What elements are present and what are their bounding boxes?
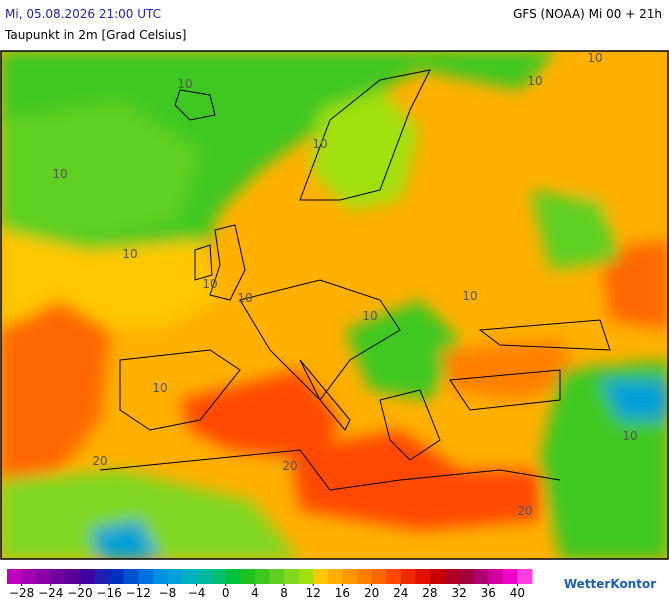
color-swatch [167,569,183,584]
tick-label: 20 [364,586,379,600]
contour-label: 10 [462,289,477,303]
contour-label: 10 [312,137,327,151]
contour-label: 10 [527,74,542,88]
model-run: GFS (NOAA) Mi 00 + 21h [513,7,662,21]
color-swatch [488,569,504,584]
contour-label: 10 [202,277,217,291]
color-swatch [123,569,139,584]
color-swatch [240,569,256,584]
color-swatch [386,569,402,584]
contour-label: 20 [517,504,532,518]
color-swatch [473,569,489,584]
contour-label: 10 [622,429,637,443]
logo: WetterKontor [564,577,656,591]
contour-label: 10 [587,51,602,65]
color-scale: −28 −24 −20 −16 −12 −8 −4 0 4 8 12 16 20 24 28 32 36 40 [7,569,533,600]
color-swatch [36,569,52,584]
color-swatch [313,569,329,584]
tick-label: −28 [9,586,34,600]
tick-label: −4 [188,586,206,600]
tick-label: 36 [481,586,496,600]
tick-label: 28 [422,586,437,600]
contour-label: 10 [122,247,137,261]
tick-label: −20 [67,586,92,600]
color-swatch [371,569,387,584]
color-swatch [109,569,125,584]
color-swatch [152,569,168,584]
tick-label: 16 [335,586,350,600]
tick-label: 12 [306,586,321,600]
tick-label: 8 [280,586,288,600]
contour-labels: 10 10 10 10 10 10 10 10 10 10 20 20 20 10 10 [52,51,637,518]
tick-label: −8 [159,586,177,600]
tick-label: 0 [222,586,230,600]
color-swatch [211,569,227,584]
color-swatch [269,569,285,584]
tick-label: −24 [38,586,63,600]
color-swatch [94,569,110,584]
parameter: Taupunkt in 2m [Grad Celsius] [4,28,186,42]
map-frame [0,50,669,560]
contour-label: 10 [52,167,67,181]
color-swatch [21,569,37,584]
color-swatch [65,569,81,584]
color-swatch [342,569,358,584]
color-swatch [284,569,300,584]
color-swatch [50,569,66,584]
color-swatch [444,569,460,584]
map: 10 10 10 10 10 10 10 10 10 10 20 20 20 10 10 [1,51,668,559]
contour-label: 10 [152,381,167,395]
color-swatch [400,569,416,584]
tick-label: 40 [510,586,525,600]
color-swatch [196,569,212,584]
color-swatch [182,569,198,584]
color-swatch [138,569,154,584]
datetime: Mi, 05.08.2026 21:00 UTC [5,7,161,21]
color-swatch [79,569,95,584]
contour-label: 10 [237,291,252,305]
tick-label: −16 [96,586,121,600]
color-swatch [7,569,23,584]
contour-label: 10 [362,309,377,323]
color-swatch [327,569,343,584]
color-swatch [298,569,314,584]
coastlines [99,69,611,491]
tick-label: −12 [126,586,151,600]
tick-label: 32 [451,586,466,600]
contour-label: 10 [177,77,192,91]
tick-label: 4 [251,586,259,600]
contour-label: 20 [92,454,107,468]
color-swatch [429,569,445,584]
color-swatch [502,569,518,584]
color-swatch [459,569,475,584]
contour-label: 20 [282,459,297,473]
tick-label: 24 [393,586,408,600]
color-swatch [415,569,431,584]
color-swatch [225,569,241,584]
color-swatch [357,569,373,584]
color-swatch [254,569,270,584]
color-swatch [517,569,533,584]
